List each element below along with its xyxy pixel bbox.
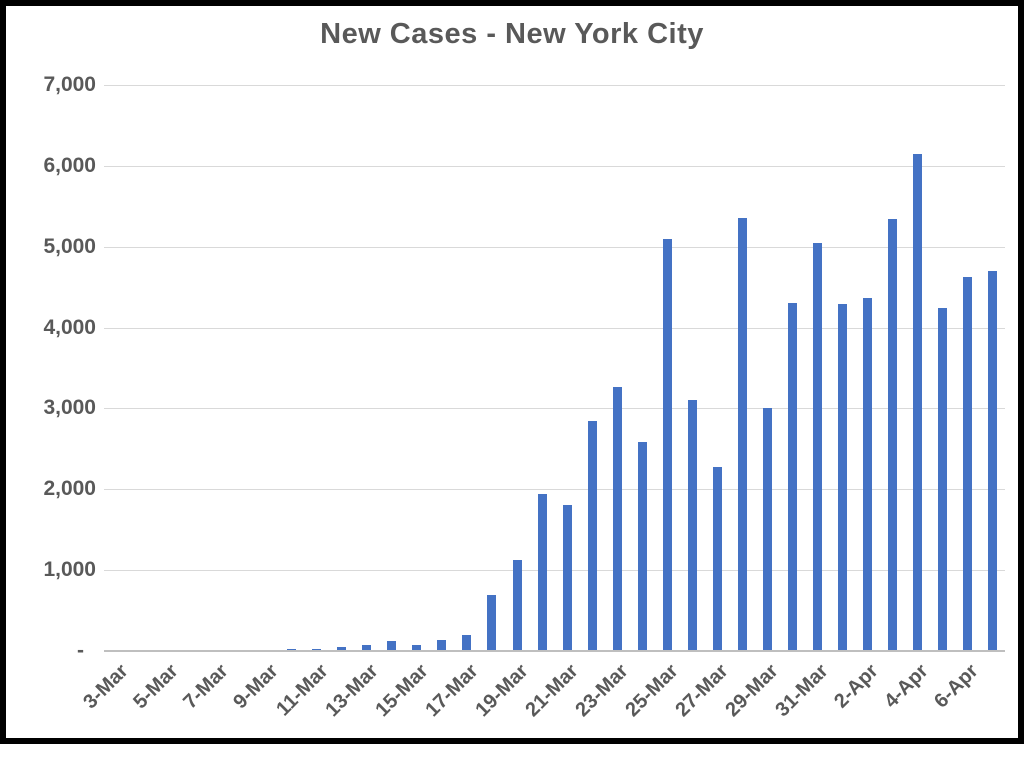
bar-29-Mar bbox=[762, 408, 772, 651]
chart-title: New Cases - New York City bbox=[320, 18, 704, 50]
bar-19-Mar bbox=[512, 559, 522, 651]
y-tick-label: - bbox=[77, 639, 84, 662]
bar-13-Mar bbox=[362, 644, 372, 651]
bar-16-Mar bbox=[437, 639, 447, 651]
y-tick-label: 7,000 bbox=[43, 73, 96, 96]
bar-27-Mar bbox=[712, 466, 722, 651]
bar-5-Apr bbox=[938, 308, 948, 651]
bar-slot bbox=[905, 85, 930, 651]
bar-slot bbox=[204, 85, 229, 651]
bar-22-Mar bbox=[587, 420, 597, 651]
bar-28-Mar bbox=[737, 217, 747, 651]
bar-slot bbox=[830, 85, 855, 651]
bar-slot bbox=[930, 85, 955, 651]
bar-slot bbox=[279, 85, 304, 651]
bar-15-Mar bbox=[412, 645, 422, 651]
y-tick-label: 4,000 bbox=[43, 315, 96, 339]
bar-14-Mar bbox=[387, 640, 397, 651]
bar-7-Apr bbox=[988, 270, 998, 651]
bar-3-Apr bbox=[887, 219, 897, 651]
bar-slot bbox=[880, 85, 905, 651]
bar-slot bbox=[379, 85, 404, 651]
bar-slot bbox=[229, 85, 254, 651]
bar-21-Mar bbox=[562, 505, 572, 651]
bar-slot bbox=[179, 85, 204, 651]
plot-area: 7,000 6,000 5,000 4,000 3,000 2,000 1,000 - bbox=[43, 73, 1005, 662]
bar-25-Mar bbox=[662, 238, 672, 651]
bar-30-Mar bbox=[787, 302, 797, 651]
bar-slot bbox=[329, 85, 354, 651]
bar-slot bbox=[780, 85, 805, 651]
x-axis-line bbox=[104, 650, 1005, 652]
gridline bbox=[104, 489, 1005, 491]
bar-slot bbox=[605, 85, 630, 651]
y-tick-label: 5,000 bbox=[43, 234, 96, 258]
bar-12-Mar bbox=[337, 646, 347, 651]
bar-slot bbox=[705, 85, 730, 651]
y-tick-label: 3,000 bbox=[43, 396, 96, 420]
bar-slot bbox=[254, 85, 279, 651]
bar-20-Mar bbox=[537, 494, 547, 651]
bar-18-Mar bbox=[487, 595, 497, 651]
bar-slot bbox=[304, 85, 329, 651]
bar-slot bbox=[680, 85, 705, 651]
bar-slot bbox=[755, 85, 780, 651]
bar-1-Apr bbox=[837, 304, 847, 651]
y-tick-label: 1,000 bbox=[43, 558, 96, 582]
bar-slot bbox=[479, 85, 504, 651]
bar-10-Mar bbox=[287, 648, 297, 651]
bar-4-Apr bbox=[913, 153, 923, 651]
bar-slot bbox=[505, 85, 530, 651]
bar-slot bbox=[404, 85, 429, 651]
bar-slot bbox=[429, 85, 454, 651]
gridline bbox=[104, 165, 1005, 167]
bar-11-Mar bbox=[312, 648, 322, 651]
bar-slot bbox=[805, 85, 830, 651]
bar-slot bbox=[855, 85, 880, 651]
bar-slot bbox=[129, 85, 154, 651]
bar-6-Apr bbox=[963, 277, 973, 651]
bar-26-Mar bbox=[687, 400, 697, 651]
bar-slot bbox=[730, 85, 755, 651]
gridline bbox=[104, 327, 1005, 329]
bar-slot bbox=[530, 85, 555, 651]
gridline bbox=[104, 246, 1005, 248]
bar-slot bbox=[655, 85, 680, 651]
bar-23-Mar bbox=[612, 387, 622, 651]
y-tick-label: 2,000 bbox=[43, 477, 96, 501]
gridline bbox=[104, 85, 1005, 86]
bar-slot bbox=[630, 85, 655, 651]
bar-31-Mar bbox=[812, 242, 822, 651]
bar-17-Mar bbox=[462, 635, 472, 651]
y-tick-label: 6,000 bbox=[43, 153, 96, 177]
bar-slot bbox=[454, 85, 479, 651]
gridline bbox=[104, 570, 1005, 572]
gridline bbox=[104, 408, 1005, 410]
bar-slot bbox=[980, 85, 1005, 651]
bar-slot bbox=[354, 85, 379, 651]
bar-2-Apr bbox=[862, 297, 872, 651]
bar-24-Mar bbox=[637, 441, 647, 651]
bar-series bbox=[104, 85, 1005, 651]
chart-canvas: New Cases - New York City 7,000 6,000 5,00… bbox=[0, 0, 1024, 744]
bar-slot bbox=[555, 85, 580, 651]
bar-slot bbox=[955, 85, 980, 651]
bar-slot bbox=[580, 85, 605, 651]
bar-slot bbox=[154, 85, 179, 651]
bar-slot bbox=[104, 85, 129, 651]
